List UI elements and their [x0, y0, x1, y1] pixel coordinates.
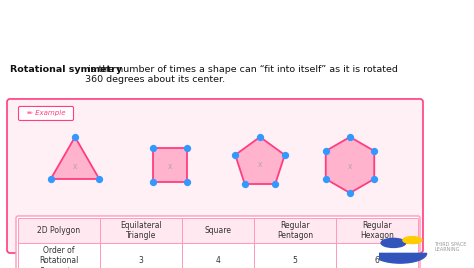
- Text: Rotational Symmetry: Rotational Symmetry: [12, 22, 261, 42]
- Bar: [336, 243, 418, 268]
- Text: is the number of times a shape can “fit into itself” as it is rotated
360 degree: is the number of times a shape can “fit …: [85, 65, 398, 84]
- Polygon shape: [326, 137, 374, 193]
- Text: 2D Polygon: 2D Polygon: [37, 226, 81, 235]
- Text: x: x: [168, 162, 172, 172]
- Text: x: x: [73, 162, 77, 172]
- Bar: [100, 243, 182, 268]
- Polygon shape: [153, 148, 187, 182]
- FancyBboxPatch shape: [7, 99, 423, 253]
- Point: [256, 135, 264, 139]
- Text: 3: 3: [138, 256, 144, 266]
- Text: THIRD SPACE
LEARNING: THIRD SPACE LEARNING: [434, 242, 466, 252]
- Text: 6: 6: [374, 256, 380, 266]
- Bar: [18, 218, 100, 243]
- Bar: [182, 243, 254, 268]
- Text: Square: Square: [204, 226, 231, 235]
- Point: [71, 135, 79, 139]
- FancyBboxPatch shape: [16, 216, 420, 268]
- Polygon shape: [235, 137, 285, 184]
- Text: ✏ Example: ✏ Example: [27, 110, 65, 117]
- Point: [281, 153, 289, 157]
- Bar: [336, 218, 418, 243]
- Point: [346, 135, 354, 139]
- Text: Equilateral
Triangle: Equilateral Triangle: [120, 221, 162, 240]
- Point: [183, 180, 191, 184]
- Text: 4: 4: [216, 256, 220, 266]
- Text: x: x: [348, 162, 352, 172]
- Point: [371, 177, 378, 181]
- Text: Regular
Pentagon: Regular Pentagon: [277, 221, 313, 240]
- Wedge shape: [374, 253, 427, 263]
- Bar: [18, 243, 100, 268]
- Point: [371, 149, 378, 153]
- Circle shape: [381, 239, 406, 247]
- Point: [322, 149, 329, 153]
- Bar: [182, 218, 254, 243]
- Point: [231, 153, 239, 157]
- Text: 5: 5: [292, 256, 298, 266]
- Point: [149, 146, 157, 150]
- Text: Rotational symmetry: Rotational symmetry: [10, 65, 122, 74]
- Point: [346, 191, 354, 195]
- Bar: [100, 218, 182, 243]
- Point: [95, 177, 103, 181]
- Point: [149, 180, 157, 184]
- Bar: [254, 243, 336, 268]
- Polygon shape: [51, 137, 99, 179]
- Text: Regular
Hexagon: Regular Hexagon: [360, 221, 394, 240]
- Circle shape: [403, 237, 422, 244]
- Point: [241, 182, 248, 186]
- Point: [47, 177, 55, 181]
- Bar: [254, 218, 336, 243]
- Point: [183, 146, 191, 150]
- Point: [272, 182, 279, 186]
- Text: Order of
Rotational
Symmetry: Order of Rotational Symmetry: [39, 246, 79, 268]
- Text: x: x: [258, 161, 262, 169]
- FancyBboxPatch shape: [18, 106, 73, 120]
- Point: [322, 177, 329, 181]
